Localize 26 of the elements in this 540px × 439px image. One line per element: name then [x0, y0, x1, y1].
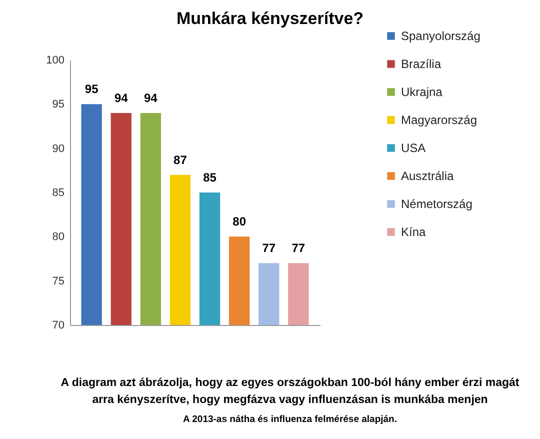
data-label: 85: [203, 170, 217, 184]
text: A diagram azt ábrázolja, hogy az egyes országokban 100-ból hány ember érzi magát arra kényszerítve, hogy megfázva vagy influenzásan is munkába menjen: [60, 377, 520, 406]
legend-label: Ausztrália: [401, 169, 454, 183]
text: A 2013-as nátha és influenza felmérése alapján.: [182, 414, 398, 425]
y-tick-label: 90: [52, 142, 64, 155]
y-tick-label: 85: [52, 187, 64, 199]
legend-label: Kína: [401, 225, 426, 239]
y-tick-label: 80: [52, 231, 64, 244]
data-label: 77: [262, 241, 276, 256]
data-label: 94: [114, 91, 128, 105]
data-label: 80: [232, 214, 246, 229]
legend-label: Németország: [401, 197, 472, 211]
y-tick-label: 95: [52, 98, 64, 111]
chart-title: Munkára kényszerítve?: [176, 9, 364, 28]
y-tick-label: 75: [52, 275, 64, 288]
data-label: 94: [144, 91, 158, 105]
legend-label: USA: [401, 141, 426, 155]
legend-label: Brazília: [401, 57, 442, 71]
data-label: 95: [84, 82, 99, 96]
y-tick-label: 70: [52, 320, 64, 332]
data-label: 87: [174, 152, 188, 167]
y-tick-label: 100: [46, 54, 64, 66]
data-label: 77: [292, 241, 306, 256]
legend-label: Ukrajna: [401, 85, 443, 99]
legend-label: Magyarország: [401, 113, 478, 127]
legend-label: Spanyolország: [401, 29, 480, 43]
